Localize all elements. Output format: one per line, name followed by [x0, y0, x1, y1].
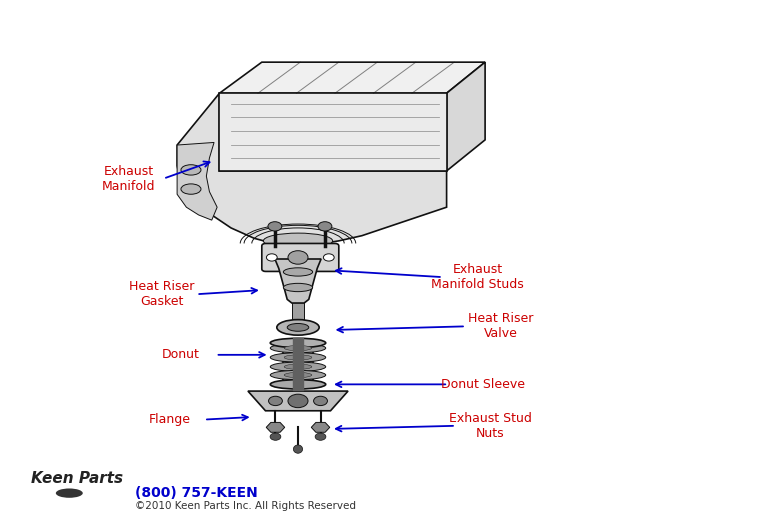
Circle shape — [288, 394, 308, 408]
Ellipse shape — [270, 380, 326, 389]
Ellipse shape — [283, 283, 313, 292]
Ellipse shape — [181, 165, 201, 175]
Ellipse shape — [284, 355, 312, 360]
Ellipse shape — [270, 362, 326, 371]
Polygon shape — [266, 422, 285, 433]
Ellipse shape — [270, 343, 326, 353]
Text: Flange: Flange — [149, 413, 190, 426]
Circle shape — [268, 222, 282, 231]
Circle shape — [323, 254, 334, 261]
Circle shape — [315, 433, 326, 440]
Ellipse shape — [284, 346, 312, 351]
Polygon shape — [177, 142, 217, 220]
FancyBboxPatch shape — [262, 243, 339, 271]
Text: Keen Parts: Keen Parts — [31, 471, 123, 486]
Text: Heat Riser
Gasket: Heat Riser Gasket — [129, 280, 194, 308]
Text: Donut Sleeve: Donut Sleeve — [440, 378, 525, 391]
Ellipse shape — [270, 338, 326, 348]
Text: Donut: Donut — [162, 348, 200, 362]
Ellipse shape — [270, 370, 326, 380]
Circle shape — [270, 433, 281, 440]
Text: Exhaust
Manifold: Exhaust Manifold — [102, 165, 156, 193]
Polygon shape — [311, 422, 330, 433]
Polygon shape — [219, 62, 485, 93]
Circle shape — [313, 396, 327, 406]
Circle shape — [269, 396, 283, 406]
Ellipse shape — [293, 445, 303, 453]
Text: Exhaust Stud
Nuts: Exhaust Stud Nuts — [449, 412, 532, 440]
Polygon shape — [219, 93, 447, 171]
Text: (800) 757-KEEN: (800) 757-KEEN — [135, 486, 257, 500]
Text: Heat Riser
Valve: Heat Riser Valve — [468, 312, 533, 340]
Ellipse shape — [284, 372, 312, 378]
Ellipse shape — [284, 364, 312, 369]
Circle shape — [288, 251, 308, 264]
Ellipse shape — [55, 488, 83, 498]
Text: Exhaust
Manifold Studs: Exhaust Manifold Studs — [431, 263, 524, 291]
Text: ©2010 Keen Parts Inc. All Rights Reserved: ©2010 Keen Parts Inc. All Rights Reserve… — [135, 501, 356, 511]
Ellipse shape — [287, 323, 309, 332]
Polygon shape — [275, 259, 321, 303]
Polygon shape — [177, 93, 447, 246]
Polygon shape — [447, 62, 485, 171]
Ellipse shape — [270, 353, 326, 362]
Ellipse shape — [181, 184, 201, 194]
Ellipse shape — [283, 268, 313, 276]
Ellipse shape — [263, 233, 333, 249]
Ellipse shape — [277, 320, 320, 335]
Polygon shape — [248, 391, 348, 411]
Circle shape — [318, 222, 332, 231]
Circle shape — [266, 254, 277, 261]
